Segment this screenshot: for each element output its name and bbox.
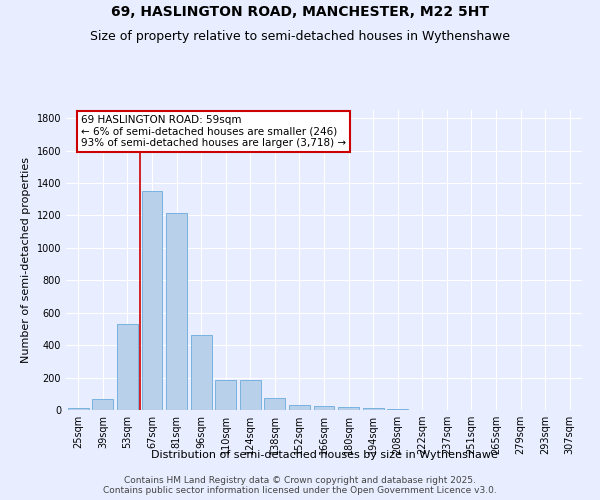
Bar — [92, 398, 113, 410]
Text: 69, HASLINGTON ROAD, MANCHESTER, M22 5HT: 69, HASLINGTON ROAD, MANCHESTER, M22 5HT — [111, 5, 489, 19]
Bar — [215, 380, 236, 410]
Bar — [265, 398, 286, 410]
Text: 69 HASLINGTON ROAD: 59sqm
← 6% of semi-detached houses are smaller (246)
93% of : 69 HASLINGTON ROAD: 59sqm ← 6% of semi-d… — [81, 115, 346, 148]
Text: Contains HM Land Registry data © Crown copyright and database right 2025.
Contai: Contains HM Land Registry data © Crown c… — [103, 476, 497, 495]
Bar — [117, 324, 138, 410]
Bar — [142, 191, 163, 410]
Bar — [314, 406, 334, 410]
Bar — [191, 336, 212, 410]
Text: Distribution of semi-detached houses by size in Wythenshawe: Distribution of semi-detached houses by … — [151, 450, 497, 460]
Bar — [166, 213, 187, 410]
Bar — [387, 409, 408, 410]
Bar — [338, 407, 359, 410]
Bar — [362, 408, 383, 410]
Text: Size of property relative to semi-detached houses in Wythenshawe: Size of property relative to semi-detach… — [90, 30, 510, 43]
Bar — [240, 380, 261, 410]
Bar — [289, 405, 310, 410]
Y-axis label: Number of semi-detached properties: Number of semi-detached properties — [21, 157, 31, 363]
Bar — [68, 408, 89, 410]
